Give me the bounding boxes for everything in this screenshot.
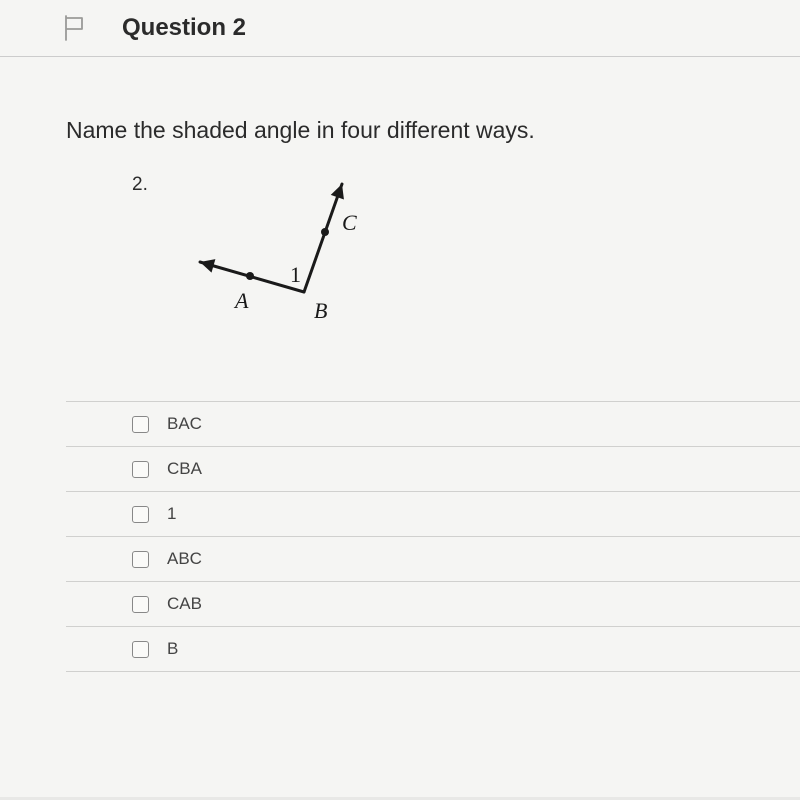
option-row[interactable]: CAB (66, 581, 800, 626)
option-label: BAC (167, 414, 202, 434)
option-row[interactable]: 1 (66, 491, 800, 536)
checkbox[interactable] (132, 461, 149, 478)
checkbox[interactable] (132, 416, 149, 433)
option-label: CAB (167, 594, 202, 614)
option-label: ABC (167, 549, 202, 569)
question-header: Question 2 (0, 0, 800, 57)
options-list: BAC CBA 1 ABC CAB B (66, 401, 800, 672)
figure-number: 2. (132, 174, 148, 196)
svg-text:A: A (233, 288, 249, 313)
flag-icon[interactable] (62, 14, 88, 42)
question-title: Question 2 (122, 14, 246, 42)
checkbox[interactable] (132, 506, 149, 523)
option-row[interactable]: BAC (66, 401, 800, 446)
question-prompt: Name the shaded angle in four different … (66, 117, 800, 144)
svg-text:B: B (314, 298, 327, 323)
angle-figure: A B C 1 (182, 180, 392, 345)
option-label: CBA (167, 459, 202, 479)
option-row[interactable]: B (66, 626, 800, 672)
question-content: Name the shaded angle in four different … (0, 57, 800, 797)
option-label: B (167, 639, 178, 659)
option-row[interactable]: CBA (66, 446, 800, 491)
option-label: 1 (167, 504, 176, 524)
option-row[interactable]: ABC (66, 536, 800, 581)
checkbox[interactable] (132, 596, 149, 613)
checkbox[interactable] (132, 641, 149, 658)
svg-text:C: C (342, 210, 357, 235)
figure-block: 2. A B C 1 (132, 174, 800, 345)
checkbox[interactable] (132, 551, 149, 568)
svg-text:1: 1 (290, 262, 301, 287)
